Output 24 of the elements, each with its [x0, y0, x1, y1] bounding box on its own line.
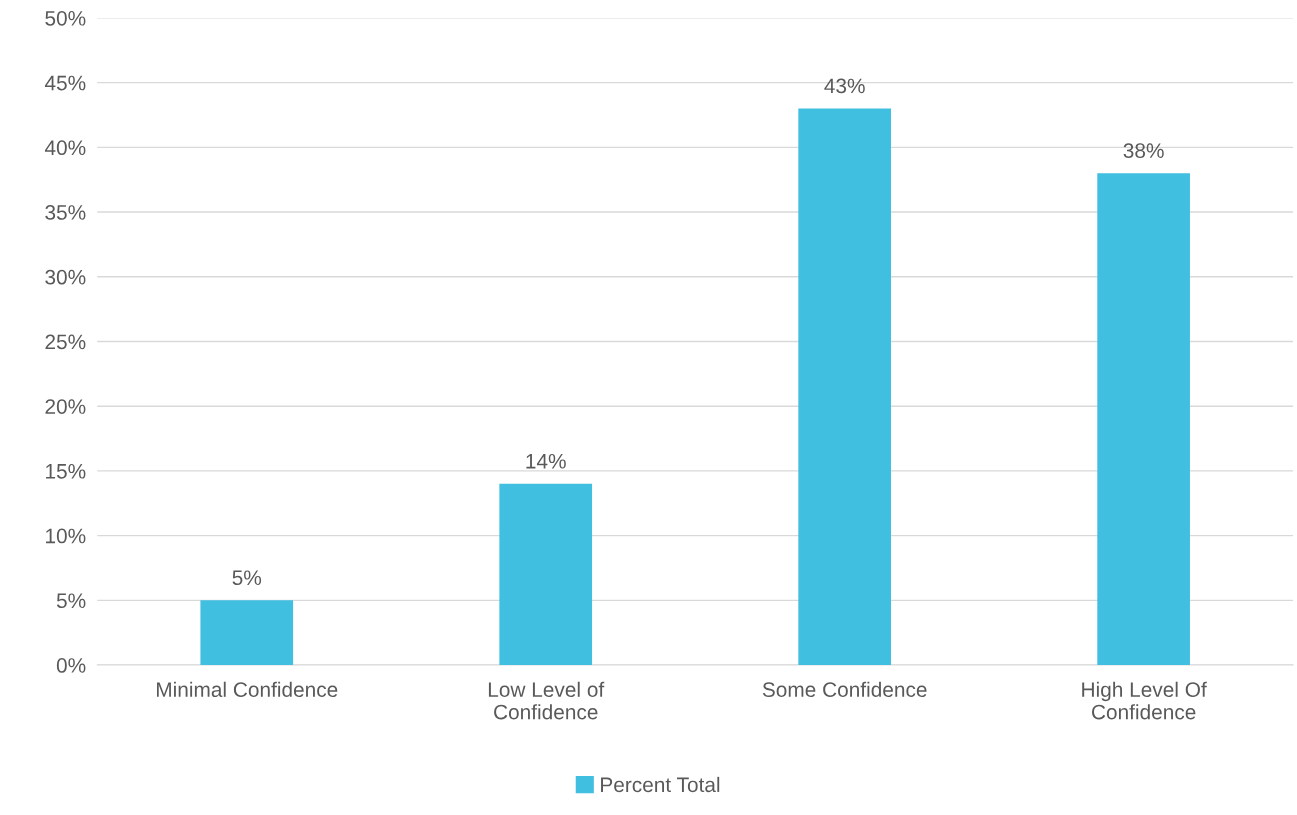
data-label: 38%	[1123, 143, 1164, 159]
x-tick-label: Some Confidence	[762, 681, 927, 698]
bar	[499, 483, 593, 666]
y-tick-label: 5%	[56, 593, 86, 609]
y-tick-label: 0%	[56, 658, 86, 673]
y-tick-label: 10%	[46, 528, 86, 544]
y-tick-label: 25%	[45, 334, 86, 350]
x-tick-label: Low Level of Confidence	[488, 681, 605, 720]
legend-label: Percent Total	[601, 776, 720, 793]
bar	[200, 600, 294, 666]
y-tick-label: 50%	[45, 10, 86, 26]
y-tick-label: 40%	[44, 140, 86, 156]
x-tick-label: High Level Of Confidence	[1082, 681, 1207, 720]
y-tick-label: 45%	[44, 75, 86, 91]
bar	[1097, 173, 1190, 666]
data-label: 14%	[526, 453, 566, 469]
y-tick-label: 20%	[45, 399, 86, 414]
bar	[798, 108, 892, 666]
y-tick-label: 30%	[45, 269, 86, 285]
data-label: 43%	[824, 78, 865, 94]
x-tick-label: Minimal Confidence	[156, 681, 338, 698]
data-label: 5%	[232, 570, 262, 586]
y-tick-label: 35%	[45, 205, 86, 220]
y-tick-label: 15%	[46, 464, 86, 479]
